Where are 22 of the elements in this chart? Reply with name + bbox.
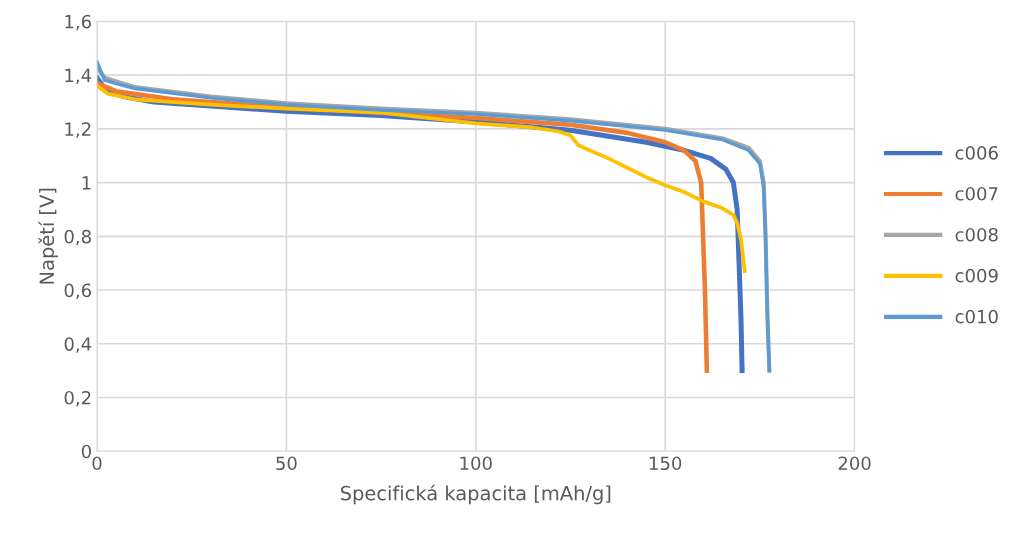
line-series	[97, 83, 747, 274]
legend-label: c006	[955, 145, 998, 160]
y-tick-label: 1,4	[65, 68, 92, 85]
x-tick-label: 100	[460, 456, 492, 471]
x-tick-label: 50	[276, 456, 297, 471]
y-tick-label: 0,8	[64, 229, 91, 246]
y-tick-label: 0,2	[64, 390, 91, 407]
x-tick-label: 0	[92, 456, 102, 471]
y-tick-label: 1	[82, 176, 91, 190]
y-tick-label: 0,4	[64, 337, 92, 353]
legend-label: c010	[955, 309, 998, 324]
y-tick-label: 0,6	[64, 283, 91, 299]
x-axis-title: Specifická kapacita [mAh/g]	[340, 484, 611, 505]
x-tick-label: 150	[649, 456, 682, 471]
y-tick-label: 1,2	[65, 122, 91, 138]
y-axis-title: Napětí [V]	[38, 188, 58, 284]
legend-label: c009	[955, 268, 998, 283]
legend-label: c007	[955, 186, 998, 201]
y-tick-label: 0	[81, 444, 91, 459]
y-tick-label: 1,6	[65, 14, 91, 31]
legend-label: c008	[955, 227, 998, 242]
x-tick-label: 200	[838, 456, 871, 471]
